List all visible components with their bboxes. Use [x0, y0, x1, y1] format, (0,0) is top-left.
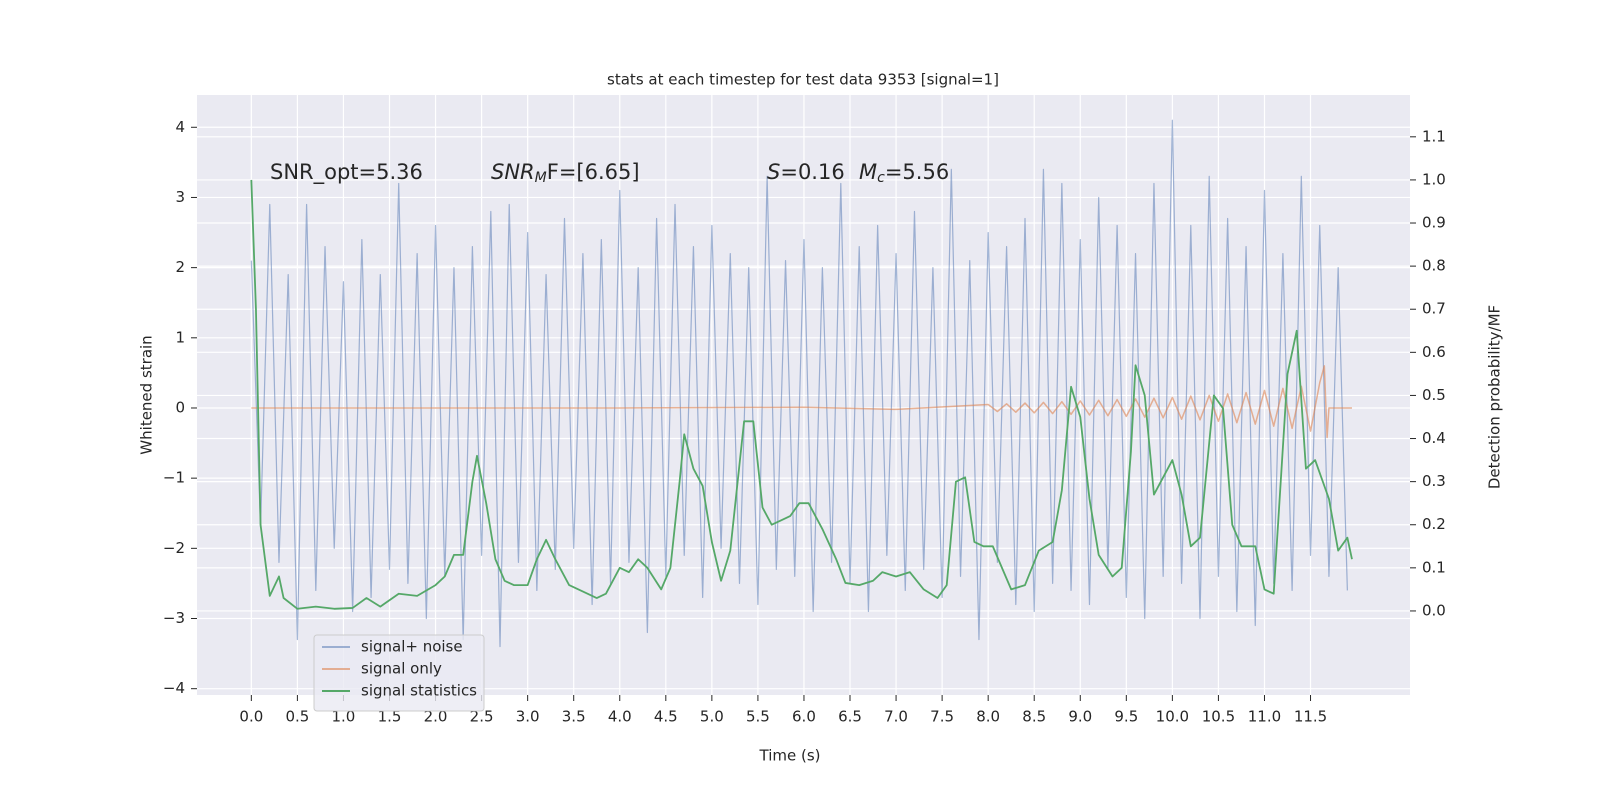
x-tick-label: 8.0	[976, 708, 1000, 726]
x-tick-label: 2.0	[424, 708, 448, 726]
x-tick-label: 11.5	[1294, 708, 1327, 726]
legend-label: signal+ noise	[361, 638, 463, 656]
ticks: 0.0 0.5 1.0 1.5 2.0 2.5 3.0 3.5 4.0 4.5 5.0 5.5 6.0 6…	[163, 118, 1446, 726]
y-tick-label: −4	[163, 679, 185, 697]
legend-box	[313, 634, 485, 712]
x-tick-label: 6.5	[838, 708, 862, 726]
y2-tick-label: 1.1	[1422, 127, 1446, 145]
x-tick-label: 8.5	[1022, 708, 1046, 726]
x-tick-label: 5.0	[700, 708, 724, 726]
legend-label: signal statistics	[361, 682, 477, 700]
series-line	[251, 365, 1352, 439]
annotation-subscript: c	[877, 170, 885, 186]
x-tick-label: 7.5	[930, 708, 954, 726]
y2-tick-label: 0.4	[1422, 429, 1446, 447]
annotation-text: =5.56	[885, 160, 949, 184]
x-tick-label: 9.5	[1114, 708, 1138, 726]
x-tick-label: 3.0	[516, 708, 540, 726]
lines	[250, 119, 1353, 648]
y-tick-label: 3	[175, 188, 185, 206]
x-tick-label: 9.0	[1068, 708, 1092, 726]
y2-tick-label: 0.2	[1422, 515, 1446, 533]
series-line	[250, 179, 1353, 610]
chart-title: stats at each timestep for test data 935…	[607, 71, 999, 89]
annotation-text: SNR_opt=5.36	[270, 160, 423, 185]
y2-tick-label: 0.9	[1422, 214, 1446, 232]
y-axis-label: Whitened strain	[138, 335, 156, 454]
x-tick-label: 1.0	[332, 708, 356, 726]
annotation-subscript: M	[535, 170, 547, 186]
x-axis-label: Time (s)	[759, 747, 821, 765]
y2-tick-label: 1.0	[1422, 170, 1446, 188]
x-tick-label: 4.5	[654, 708, 678, 726]
annotations: SNR_opt=5.36 SNRMF=[6.65] S=0.16 Mc=5.56	[270, 160, 949, 186]
x-tick-label: 7.0	[884, 708, 908, 726]
y2-tick-label: 0.7	[1422, 300, 1446, 318]
legend-label: signal only	[361, 660, 442, 678]
annotation: Mc=5.56	[859, 160, 949, 186]
annotation-text: F=[6.65]	[547, 160, 640, 184]
y-tick-label: 0	[175, 398, 185, 416]
annotation: S=0.16	[767, 160, 845, 184]
y-tick-label: 4	[175, 118, 185, 136]
annotation: SNRMF=[6.65]	[491, 160, 640, 186]
annotation: SNR_opt=5.36	[270, 160, 423, 185]
x-tick-label: 0.0	[239, 708, 263, 726]
y-tick-label: −1	[163, 469, 185, 487]
x-tick-label: 6.0	[792, 708, 816, 726]
y2-tick-label: 0.0	[1422, 601, 1446, 619]
y2-tick-label: 0.3	[1422, 472, 1446, 490]
annotation-symbol: M	[859, 160, 877, 184]
y2-tick-label: 0.6	[1422, 343, 1446, 361]
x-tick-label: 3.5	[562, 708, 586, 726]
annotation-symbol: SNR	[491, 160, 535, 184]
y2-tick-label: 0.8	[1422, 257, 1446, 275]
y2-tick-label: 0.5	[1422, 386, 1446, 404]
y-tick-label: −3	[163, 609, 185, 627]
legend: signal+ noise signal only signal statistic…	[313, 634, 485, 712]
x-tick-label: 0.5	[285, 708, 309, 726]
x-tick-label: 2.5	[470, 708, 494, 726]
x-tick-label: 10.5	[1202, 708, 1235, 726]
y-tick-label: 1	[175, 328, 185, 346]
x-tick-label: 5.5	[746, 708, 770, 726]
y2-tick-label: 0.1	[1422, 558, 1446, 576]
y-tick-label: −2	[163, 539, 185, 557]
y2-axis-label: Detection probability/MF	[1486, 305, 1504, 489]
annotation-text: =0.16	[780, 160, 844, 184]
x-tick-label: 4.0	[608, 708, 632, 726]
annotation-symbol: S	[767, 160, 780, 184]
x-tick-label: 1.5	[378, 708, 402, 726]
y-tick-label: 2	[175, 258, 185, 276]
x-tick-label: 11.0	[1248, 708, 1281, 726]
x-tick-label: 10.0	[1156, 708, 1189, 726]
